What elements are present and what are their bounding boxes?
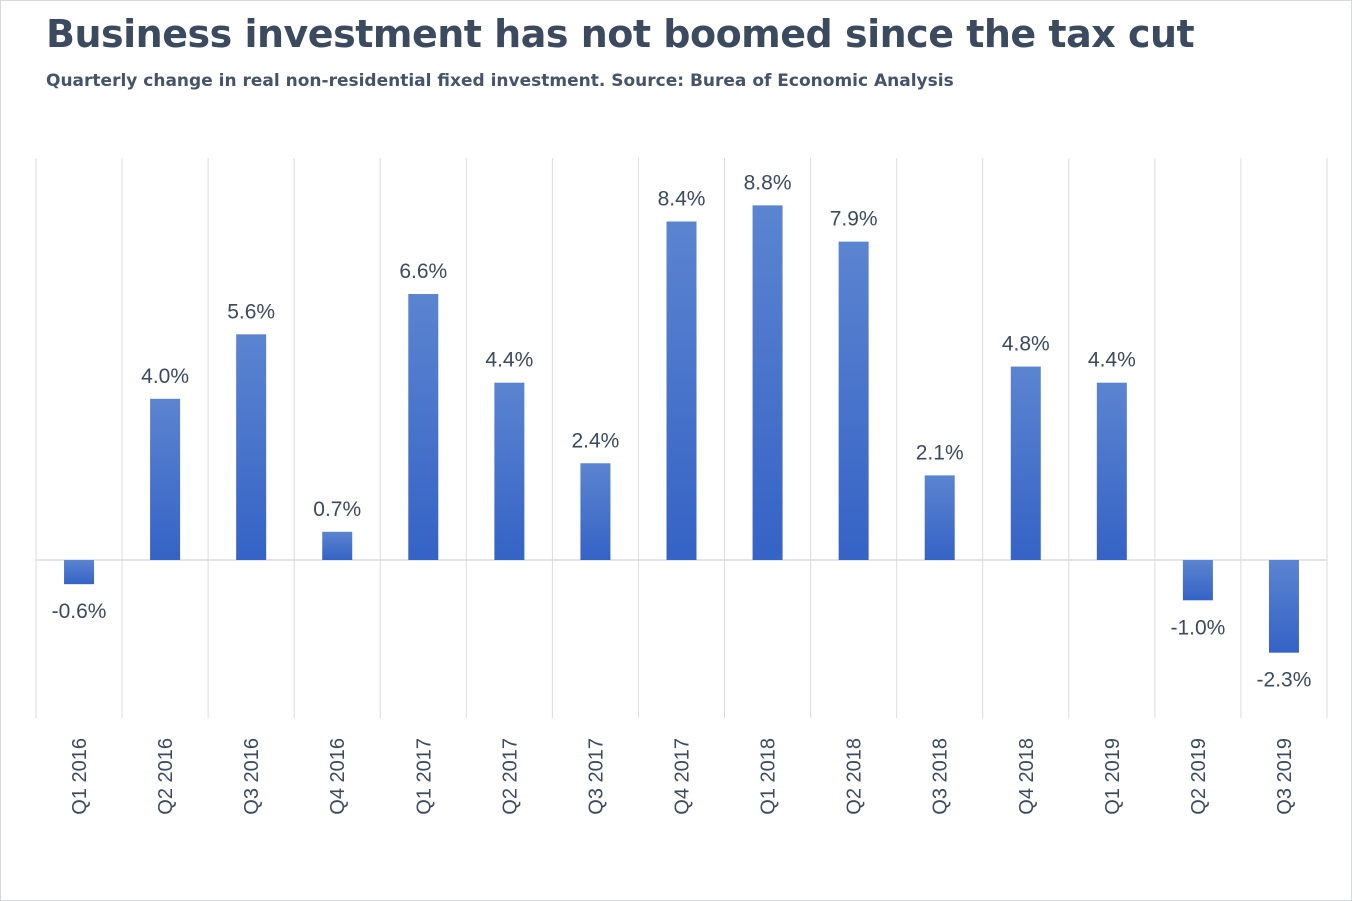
chart-subtitle: Quarterly change in real non-residential…: [46, 71, 954, 91]
data-label: 0.7%: [313, 498, 361, 521]
gridlines: [35, 158, 1328, 718]
bar-q4-2018: [1010, 366, 1041, 560]
x-tick-label: Q1 2017: [413, 738, 435, 815]
x-tick-label: Q3 2018: [930, 738, 952, 815]
bar-q4-2016: [322, 531, 353, 560]
bar-q1-2018: [752, 205, 783, 561]
data-label: 2.1%: [916, 441, 964, 464]
x-tick-label: Q3 2016: [241, 738, 263, 815]
bar-q4-2017: [666, 221, 697, 561]
x-tick-label: Q1 2018: [758, 738, 780, 815]
x-tick-label: Q2 2016: [155, 738, 177, 815]
x-tick-label: Q4 2016: [327, 738, 349, 815]
x-tick-label: Q1 2016: [69, 738, 91, 815]
chart-title: Business investment has not boomed since…: [46, 12, 1195, 56]
x-tick-label: Q4 2018: [1016, 738, 1038, 815]
bar-q3-2016: [236, 334, 267, 560]
data-label: -2.3%: [1257, 669, 1312, 692]
bar-q3-2017: [580, 463, 611, 560]
data-labels: -0.6% 4.0% 5.6% 0.7% 6.6% 4.4% 2.4% 8.4% 8.8% 7.9…: [52, 171, 1312, 691]
bar-q2-2019: [1182, 560, 1213, 601]
bar-q1-2016: [64, 560, 95, 585]
bar-q3-2019: [1268, 560, 1299, 653]
bar-q3-2018: [924, 475, 955, 560]
bar-q2-2018: [838, 241, 869, 560]
data-label: 8.4%: [658, 187, 706, 210]
bar-q1-2017: [408, 294, 439, 560]
data-label: 7.9%: [830, 208, 878, 231]
data-label: 4.4%: [485, 349, 533, 372]
data-label: 6.6%: [399, 260, 447, 283]
bars: [64, 205, 1299, 653]
x-tick-label: Q3 2017: [585, 738, 607, 815]
x-tick-label: Q4 2017: [672, 738, 694, 815]
bar-q2-2017: [494, 382, 525, 560]
data-label: 5.6%: [227, 300, 275, 323]
data-label: 8.8%: [744, 171, 792, 194]
data-label: 4.4%: [1088, 349, 1136, 372]
x-tick-label: Q2 2018: [844, 738, 866, 815]
data-label: -1.0%: [1170, 616, 1225, 639]
data-label: 4.8%: [1002, 333, 1050, 356]
x-tick-label: Q2 2017: [499, 738, 521, 815]
data-label: -0.6%: [52, 600, 107, 623]
x-tick-label: Q1 2019: [1102, 738, 1124, 815]
x-tick-label: Q3 2019: [1274, 738, 1296, 815]
x-tick-label: Q2 2019: [1188, 738, 1210, 815]
bar-q1-2019: [1096, 382, 1127, 560]
bar-q2-2016: [150, 398, 181, 560]
data-label: 2.4%: [571, 429, 619, 452]
x-tick-labels: Q1 2016 Q2 2016 Q3 2016 Q4 2016 Q1 2017 Q2 20…: [69, 738, 1296, 815]
data-label: 4.0%: [141, 365, 189, 388]
